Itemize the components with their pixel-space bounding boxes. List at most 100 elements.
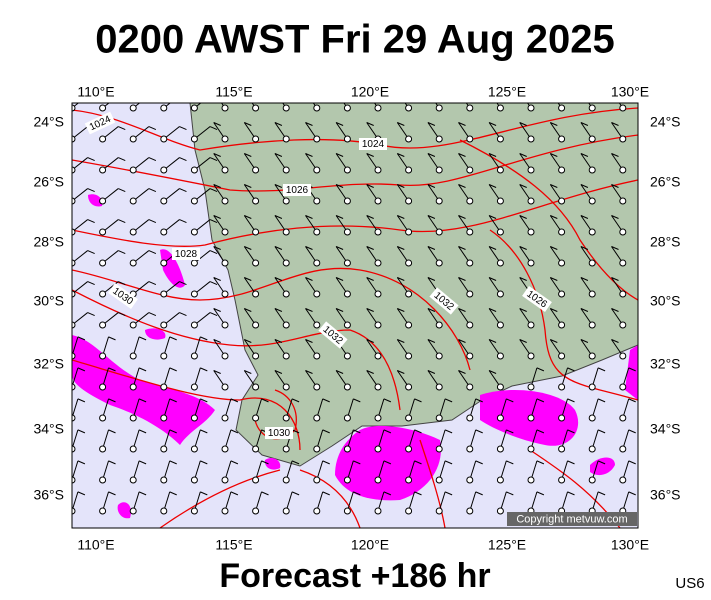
barb-station: [527, 228, 535, 236]
barb-station: [558, 321, 566, 329]
barb-station: [282, 135, 290, 143]
barb-flag: [397, 91, 404, 94]
barb-station: [313, 476, 321, 484]
isobar-label-bg: [283, 184, 311, 196]
barb-station: [619, 445, 627, 453]
barb-station: [313, 507, 321, 515]
barb-station: [343, 259, 351, 267]
barb-flag: [383, 491, 392, 496]
lat-label: 34°S: [33, 421, 64, 437]
barb-flag: [536, 398, 545, 403]
barb-station: [221, 104, 229, 112]
isobar-label-text: 1024: [362, 139, 385, 150]
barb-station: [282, 290, 290, 298]
barb-station: [343, 166, 351, 174]
map-frame: [71, 102, 639, 529]
barb-station: [129, 507, 137, 515]
barb-flag: [108, 429, 116, 434]
barb-station: [221, 445, 229, 453]
barb-station: [282, 414, 290, 422]
barb-station: [466, 352, 474, 360]
barb-station: [558, 290, 566, 298]
barb-flag: [335, 277, 344, 281]
barb-flag: [353, 460, 361, 465]
barb-flag: [77, 398, 86, 403]
barb-station: [619, 352, 627, 360]
barb-station: [435, 228, 443, 236]
barb-station: [252, 352, 260, 360]
barb-flag: [305, 339, 313, 343]
lon-label: 120°E: [351, 84, 389, 100]
barb-flag: [444, 429, 453, 434]
barb-flag: [550, 339, 558, 343]
barb-station: [190, 383, 198, 391]
barb-flag: [506, 398, 514, 403]
barb-flag: [200, 398, 208, 403]
barb-flag: [611, 184, 619, 188]
barb-flag: [274, 277, 283, 281]
barb-flag: [118, 96, 125, 99]
barb-flag: [335, 246, 344, 250]
barb-flag: [611, 122, 619, 126]
barb-station: [466, 166, 474, 174]
barb-flag: [77, 367, 86, 372]
barb-flag: [506, 429, 514, 434]
barb-flag: [536, 460, 545, 465]
barb-flag: [611, 215, 619, 219]
lat-label: 24°S: [33, 114, 64, 130]
barb-station: [558, 166, 566, 174]
barb-station: [527, 104, 535, 112]
barb-flag: [179, 312, 187, 317]
barb-flag: [274, 184, 283, 188]
barb-flag: [200, 336, 208, 341]
barb-station: [405, 135, 413, 143]
barb-flag: [118, 188, 126, 193]
barb-station: [313, 259, 321, 267]
barb-flag: [305, 122, 313, 126]
barb-station: [99, 104, 107, 112]
barb-flag: [230, 491, 239, 496]
barb-station: [343, 228, 351, 236]
barb-flag: [149, 96, 156, 99]
barb-station: [99, 197, 107, 205]
barb-flag: [366, 215, 374, 219]
barb-station: [190, 228, 198, 236]
barb-flag: [366, 308, 374, 312]
barb-flag: [274, 308, 283, 312]
barb-station: [588, 290, 596, 298]
barb-flag: [597, 491, 606, 496]
barb-flag: [550, 184, 558, 188]
barb-station: [558, 104, 566, 112]
barb-station: [496, 166, 504, 174]
barb-flag: [397, 246, 405, 250]
barb-flag: [335, 122, 344, 126]
copyright: Copyright metvuw.com: [516, 513, 627, 525]
barb-flag: [213, 153, 221, 157]
barb-flag: [148, 219, 157, 224]
barb-flag: [580, 215, 589, 219]
barb-flag: [213, 184, 221, 188]
barb-station: [72, 476, 76, 484]
barb-flag: [488, 308, 497, 312]
barb-station: [496, 352, 504, 360]
barb-flag: [306, 91, 313, 94]
barb-flag: [506, 491, 514, 496]
barb-flag: [444, 491, 453, 496]
title: 0200 AWST Fri 29 Aug 2025: [95, 18, 614, 62]
barb-flag: [138, 336, 147, 341]
isobar-label: 1024: [359, 138, 387, 150]
barb-station: [466, 290, 474, 298]
barb-station: [405, 414, 413, 422]
barb-station: [558, 352, 566, 360]
barb-station: [252, 476, 260, 484]
barb-station: [588, 135, 596, 143]
barb-flag: [200, 367, 208, 372]
barb-flag: [580, 246, 589, 250]
barb-flag: [179, 96, 186, 99]
barb-flag: [611, 246, 619, 250]
barb-flag: [611, 339, 619, 343]
barb-station: [466, 445, 474, 453]
barb-station: [619, 228, 627, 236]
lat-label: 30°S: [33, 293, 64, 309]
barb-station: [374, 228, 382, 236]
